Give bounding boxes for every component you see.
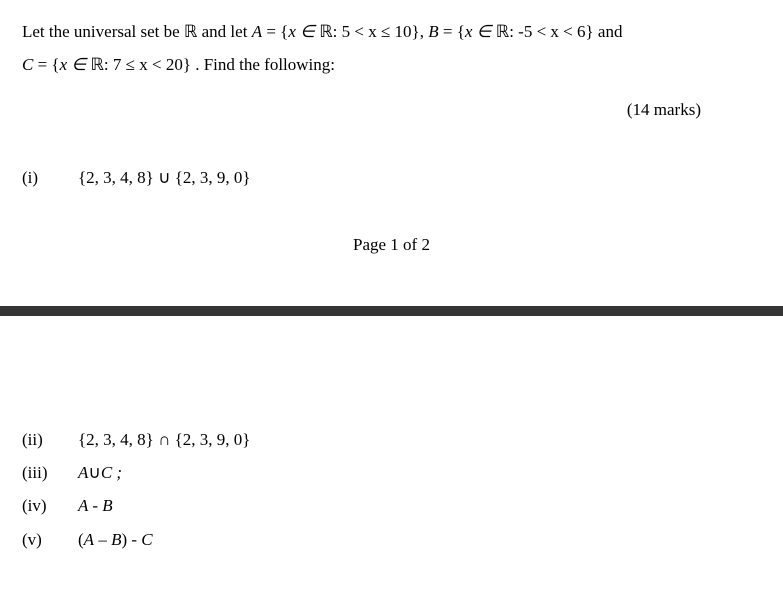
marks-label: (14 marks) xyxy=(22,96,761,123)
item-v: (v) (A – B) - C xyxy=(22,526,761,553)
question-page-continued: (ii) {2, 3, 4, 8} ∩ {2, 3, 9, 0} (iii) A… xyxy=(0,426,783,553)
expr-iii-C: C ; xyxy=(101,463,122,482)
roman-iv: (iv) xyxy=(22,492,78,519)
text-pre: Let the universal set be xyxy=(22,22,184,41)
set-B-cond: : -5 < x < 6} and xyxy=(509,22,622,41)
expr-iv: A - B xyxy=(78,492,113,519)
expr-v-C: C xyxy=(141,530,152,549)
item-ii: (ii) {2, 3, 4, 8} ∩ {2, 3, 9, 0} xyxy=(22,426,761,453)
roman-ii: (ii) xyxy=(22,426,78,453)
expr-iii-union: ∪ xyxy=(88,463,100,482)
brace-open: = { xyxy=(33,55,59,74)
set-A-label: A xyxy=(252,22,262,41)
expr-v-A: A xyxy=(84,530,94,549)
problem-line-1: Let the universal set be ℝ and let A = {… xyxy=(22,18,761,45)
x-in: x ∈ xyxy=(288,22,319,41)
expr-iii-A: A xyxy=(78,463,88,482)
set-C-cond: : 7 ≤ x < 20} . Find the following: xyxy=(104,55,335,74)
item-iv: (iv) A - B xyxy=(22,492,761,519)
real-symbol: ℝ xyxy=(319,22,332,41)
expr-v: (A – B) - C xyxy=(78,526,153,553)
expr-ii: {2, 3, 4, 8} ∩ {2, 3, 9, 0} xyxy=(78,426,250,453)
real-symbol: ℝ xyxy=(90,55,103,74)
roman-v: (v) xyxy=(22,526,78,553)
real-symbol: ℝ xyxy=(496,22,509,41)
x-in: x ∈ xyxy=(60,55,91,74)
question-page: Let the universal set be ℝ and let A = {… xyxy=(0,0,783,258)
expr-iii: A∪C ; xyxy=(78,459,122,486)
page-footer: Page 1 of 2 xyxy=(22,231,761,258)
expr-v-B: B xyxy=(111,530,121,549)
roman-iii: (iii) xyxy=(22,459,78,486)
real-symbol: ℝ xyxy=(184,22,197,41)
x-in: x ∈ xyxy=(465,22,496,41)
item-iii: (iii) A∪C ; xyxy=(22,459,761,486)
page-divider xyxy=(0,306,783,316)
brace-open: = { xyxy=(439,22,465,41)
text-mid: and let xyxy=(197,22,251,41)
problem-line-2: C = {x ∈ ℝ: 7 ≤ x < 20} . Find the follo… xyxy=(22,51,761,78)
item-i: (i) {2, 3, 4, 8} ∪ {2, 3, 9, 0} xyxy=(22,164,761,191)
brace-open: = { xyxy=(262,22,288,41)
set-C-label: C xyxy=(22,55,33,74)
set-A-cond: : 5 < x ≤ 10}, xyxy=(333,22,429,41)
roman-i: (i) xyxy=(22,164,78,191)
set-B-label: B xyxy=(428,22,438,41)
expr-i: {2, 3, 4, 8} ∪ {2, 3, 9, 0} xyxy=(78,164,251,191)
